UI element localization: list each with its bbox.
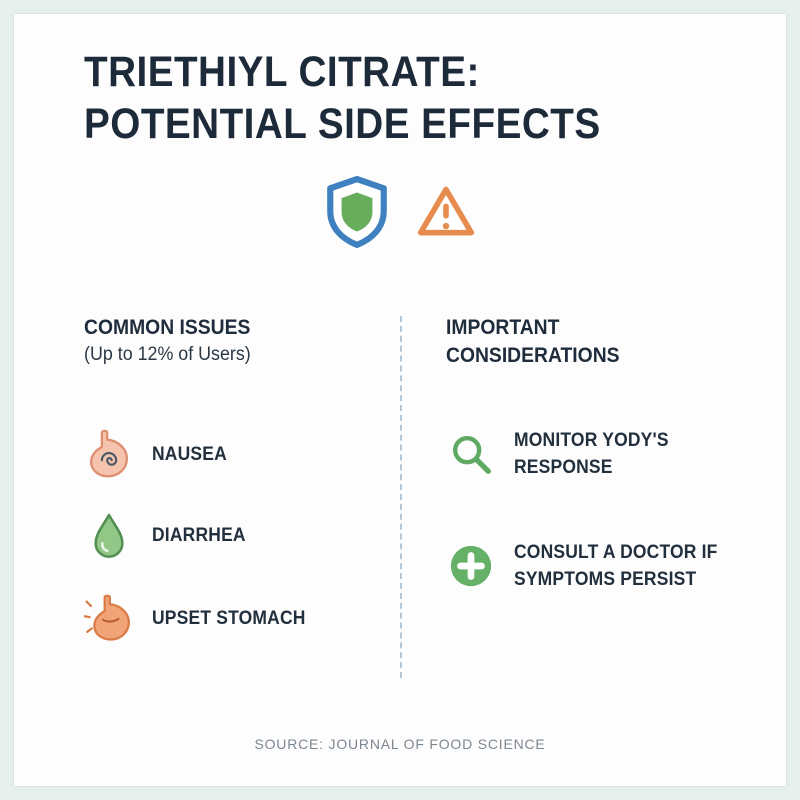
list-item-monitor-response: MONITOR YODY'S RESPONSE xyxy=(446,428,682,480)
source-attribution: SOURCE: JOURNAL OF FOOD SCIENCE xyxy=(254,736,546,752)
consideration-label: CONSULT A DOCTOR IF SYMPTOMS PERSIST xyxy=(514,542,718,590)
droplet-icon xyxy=(84,510,134,560)
right-column-heading-line-1: IMPORTANT xyxy=(446,316,560,339)
left-column-heading: COMMON ISSUES xyxy=(84,314,265,342)
left-column-heading-text: COMMON ISSUES xyxy=(84,316,251,339)
consideration-label: MONITOR YODY'S RESPONSE xyxy=(514,430,669,478)
upset-stomach-icon xyxy=(84,592,134,644)
page-title-line-2: POTENTIAL SIDE EFFECTS xyxy=(84,100,601,148)
left-column-subheading: (Up to 12% of Users) xyxy=(84,344,251,365)
warning-triangle-icon xyxy=(416,183,476,241)
column-divider xyxy=(400,316,402,678)
page-title-line-1: TRIETHIYL CITRATE: xyxy=(84,48,480,96)
plus-icon xyxy=(446,543,496,589)
right-column-heading-line-2: CONSIDERATIONS xyxy=(446,344,620,367)
list-item-upset-stomach: UPSET STOMACH xyxy=(84,592,319,644)
page-title: TRIETHIYL CITRATE: POTENTIAL SIDE EFFECT… xyxy=(84,46,658,150)
list-item-nausea: NAUSEA xyxy=(84,428,233,480)
magnifier-icon xyxy=(446,431,496,477)
list-item-diarrhea: DIARRHEA xyxy=(84,510,254,560)
list-item-consult-doctor: CONSULT A DOCTOR IF SYMPTOMS PERSIST xyxy=(446,540,735,592)
right-column-heading: IMPORTANT CONSIDERATIONS xyxy=(446,314,635,370)
infographic-card: TRIETHIYL CITRATE: POTENTIAL SIDE EFFECT… xyxy=(14,14,786,786)
side-effect-label: UPSET STOMACH xyxy=(152,607,306,629)
side-effect-label: NAUSEA xyxy=(152,443,227,465)
header-icons xyxy=(14,176,786,248)
side-effect-label: DIARRHEA xyxy=(152,524,246,546)
shield-check-icon xyxy=(324,176,390,248)
nausea-stomach-icon xyxy=(84,428,134,480)
